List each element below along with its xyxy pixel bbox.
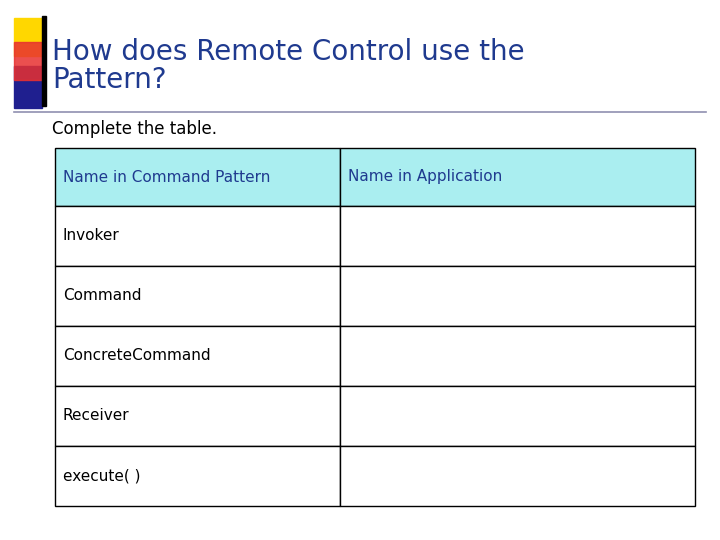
Bar <box>55 266 340 326</box>
Text: execute( ): execute( ) <box>63 469 140 483</box>
Text: How does Remote Control use the: How does Remote Control use the <box>52 38 525 66</box>
Text: Complete the table.: Complete the table. <box>52 120 217 138</box>
Bar <box>55 148 340 206</box>
Text: Command: Command <box>63 288 142 303</box>
Bar <box>340 206 695 266</box>
Text: Pattern?: Pattern? <box>52 66 166 94</box>
Bar <box>340 386 695 446</box>
Bar <box>55 326 340 386</box>
Bar <box>55 446 340 506</box>
Bar <box>340 326 695 386</box>
Bar <box>42 16 46 106</box>
Text: Invoker: Invoker <box>63 228 120 244</box>
Bar <box>14 18 42 56</box>
Text: Receiver: Receiver <box>63 408 130 423</box>
Bar <box>340 148 695 206</box>
Bar <box>340 266 695 326</box>
Text: ConcreteCommand: ConcreteCommand <box>63 348 211 363</box>
Text: Name in Application: Name in Application <box>348 170 503 185</box>
Bar <box>55 386 340 446</box>
Bar <box>14 42 42 80</box>
Bar <box>55 206 340 266</box>
Text: Name in Command Pattern: Name in Command Pattern <box>63 170 271 185</box>
Bar <box>340 446 695 506</box>
Bar <box>14 66 42 108</box>
